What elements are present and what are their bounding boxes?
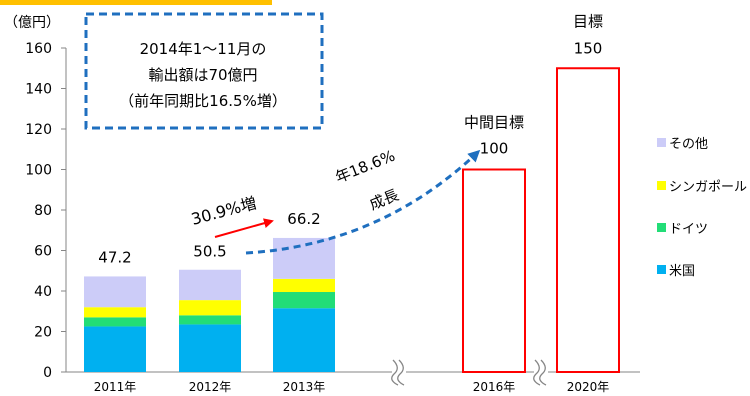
summary-callout-box — [84, 12, 324, 130]
bar-segment — [273, 237, 335, 279]
red-arrow — [214, 218, 274, 238]
bar-segment — [179, 324, 241, 372]
y-tick-label: 0 — [43, 365, 52, 381]
total-label: 150 — [574, 39, 603, 57]
total-label: 47.2 — [98, 248, 131, 266]
y-tick-label: 60 — [34, 244, 52, 260]
legend-item: その他 — [657, 137, 708, 152]
bar-segment — [273, 278, 335, 293]
axis-break-marker — [391, 358, 406, 386]
y-axis: 0 20 40 60 80 100 120 140 160 — [25, 41, 67, 381]
x-tick-label: 2016年 — [473, 380, 516, 394]
legend-swatch — [657, 181, 666, 190]
x-tick-label: 2012年 — [189, 380, 232, 394]
growth-blue-label-2: 成長 — [367, 186, 402, 214]
growth-red-label: 30.9%増 — [189, 193, 258, 229]
x-tick-label: 2020年 — [567, 380, 610, 394]
total-label: 50.5 — [193, 243, 226, 261]
bar-segment — [273, 308, 335, 372]
y-tick-label: 120 — [25, 122, 52, 138]
y-tick-label: 140 — [25, 82, 52, 98]
total-labels: 47.2 50.5 66.2 100 150 — [98, 39, 602, 266]
legend-label: ドイツ — [669, 222, 708, 237]
x-tick-label: 2013年 — [283, 380, 326, 394]
summary-line-3: （前年同期比16.5%増） — [119, 92, 287, 110]
bar-segment — [84, 307, 146, 318]
y-tick-label: 100 — [25, 163, 52, 179]
y-tick-label: 20 — [34, 325, 52, 341]
total-label: 100 — [480, 140, 509, 158]
x-axis: 2011年 2012年 2013年 2016年 2020年 — [66, 371, 640, 394]
target-label: 中間目標 — [464, 114, 524, 132]
bar-segment — [84, 276, 146, 308]
legend-label: 米国 — [669, 264, 695, 279]
legend-swatch — [657, 223, 666, 232]
growth-annotation-red: 30.9%増 — [189, 193, 274, 238]
axis-breaks — [391, 358, 548, 386]
legend-label: その他 — [669, 137, 708, 152]
bar-segment — [273, 292, 335, 309]
y-tick-label: 160 — [25, 41, 52, 57]
summary-callout: 2014年1～11月の 輸出額は70億円 （前年同期比16.5%増） — [84, 12, 324, 130]
bars — [84, 237, 335, 372]
x-tick-label: 2011年 — [94, 380, 137, 394]
y-unit-label: （億円） — [4, 15, 60, 31]
legend-item: シンガポール — [657, 180, 747, 195]
summary-line-1: 2014年1～11月の — [140, 40, 267, 58]
target-label: 目標 — [573, 12, 603, 30]
target-bar — [556, 67, 620, 373]
target-bar — [462, 168, 526, 373]
target-bars: 中間目標 目標 — [462, 12, 620, 373]
bar-segment — [179, 300, 241, 316]
y-tick-label: 40 — [34, 284, 52, 300]
growth-blue-label-1: 年18.6% — [333, 147, 398, 187]
summary-line-2: 輸出額は70億円 — [148, 66, 257, 84]
bar-segment — [84, 317, 146, 327]
bar-segment — [179, 269, 241, 301]
bar-segment — [84, 326, 146, 372]
top-accent-bar — [0, 0, 272, 5]
legend-swatch — [657, 265, 666, 274]
legend-item: ドイツ — [657, 222, 708, 237]
legend-item: 米国 — [657, 264, 695, 279]
total-label: 66.2 — [287, 210, 320, 228]
legend-swatch — [657, 138, 666, 147]
bar-segment — [179, 315, 241, 325]
growth-annotation-blue: 年18.6% 成長 — [245, 147, 481, 255]
y-tick-label: 80 — [34, 203, 52, 219]
legend-label: シンガポール — [669, 180, 747, 195]
axis-break-marker — [533, 358, 548, 386]
